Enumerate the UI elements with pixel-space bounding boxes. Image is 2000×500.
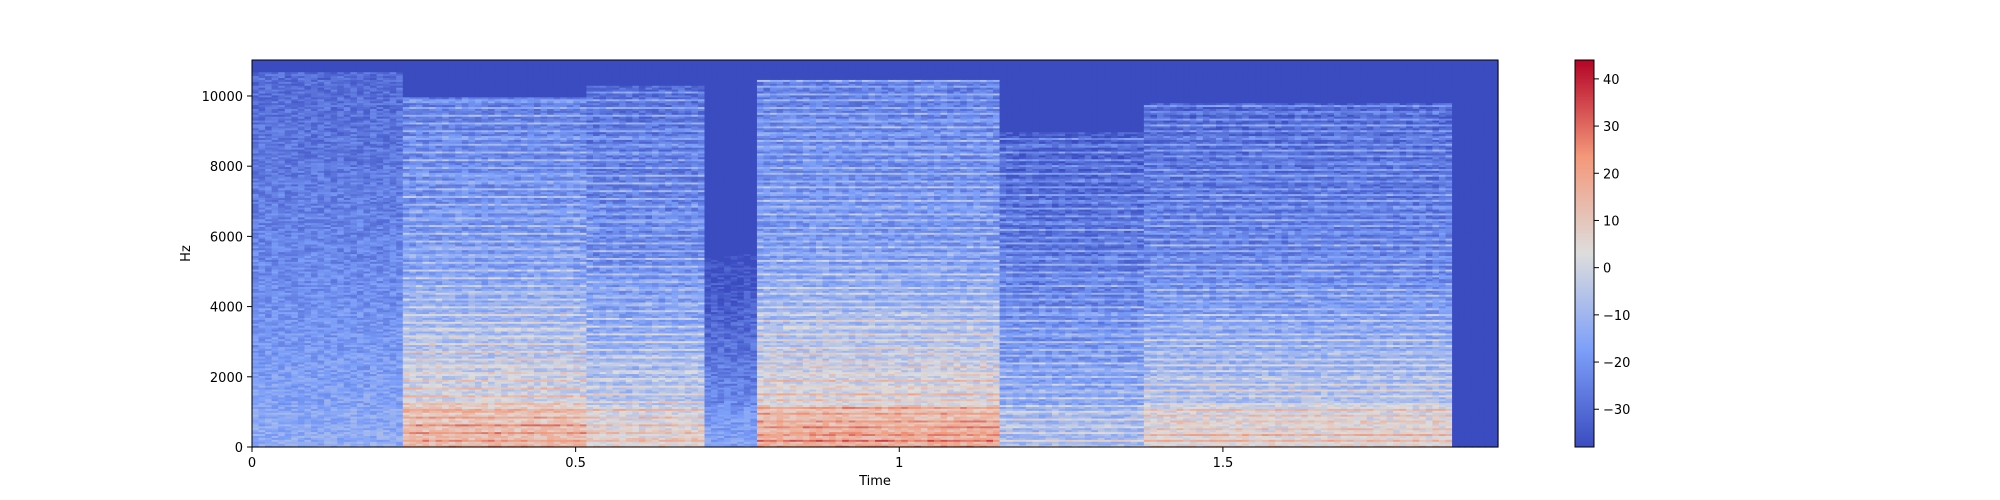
heatmap-cells [252,60,1499,448]
